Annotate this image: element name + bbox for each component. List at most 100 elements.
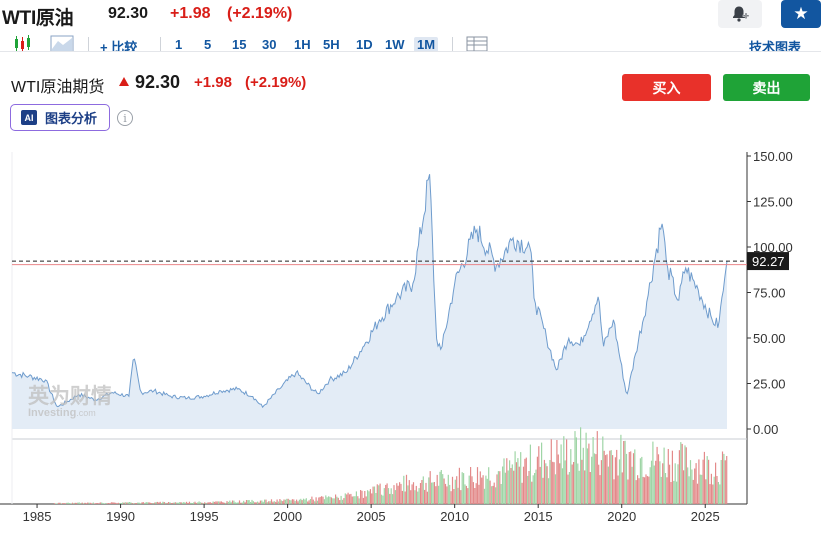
y-tick-label: 75.00	[753, 286, 786, 301]
volume-bar	[677, 464, 679, 504]
interval-1d[interactable]: 1D	[356, 37, 373, 52]
toolbar-divider	[88, 37, 89, 51]
watermark-en-suffix: .com	[76, 408, 96, 418]
interval-30[interactable]: 30	[262, 37, 277, 52]
volume-bar	[439, 471, 441, 504]
volume-bar	[250, 502, 252, 504]
volume-bar	[527, 475, 529, 504]
volume-bar	[103, 503, 106, 504]
volume-bar	[236, 502, 238, 504]
info-icon[interactable]: i	[117, 110, 133, 126]
ai-chart-analysis-button[interactable]: AI 图表分析	[10, 104, 110, 131]
volume-bar	[625, 453, 628, 504]
volume-bar	[191, 503, 193, 504]
volume-bar	[630, 451, 632, 504]
volume-bar	[63, 503, 65, 504]
volume-bar	[564, 460, 566, 504]
volume-bar	[286, 498, 288, 504]
interval-5h[interactable]: 5H	[323, 37, 340, 52]
volume-bar	[325, 495, 327, 504]
volume-bar	[545, 463, 547, 504]
volume-bar	[361, 490, 363, 504]
volume-bar	[589, 472, 591, 504]
volume-bar	[536, 456, 538, 504]
volume-bar	[56, 503, 58, 504]
volume-bar	[695, 463, 697, 504]
header-change-pct: (+2.19%)	[227, 5, 293, 22]
volume-bar	[680, 442, 682, 504]
volume-bar	[644, 477, 646, 504]
volume-bar	[507, 470, 509, 504]
add-alert-button[interactable]	[718, 0, 762, 28]
volume-bar	[638, 478, 640, 504]
interval-1[interactable]: 1	[175, 37, 183, 52]
volume-bar	[620, 434, 622, 504]
interval-1m[interactable]: 1M	[414, 37, 439, 51]
volume-bar	[577, 463, 579, 504]
volume-bar	[596, 431, 598, 504]
volume-bar	[124, 502, 126, 504]
volume-bar	[442, 474, 444, 504]
volume-bar	[673, 480, 675, 504]
volume-bar	[710, 473, 712, 504]
volume-bar	[669, 464, 671, 504]
volume-bar	[547, 478, 550, 504]
candlestick-icon[interactable]	[12, 35, 32, 52]
volume-bar	[556, 440, 558, 504]
volume-bar	[283, 499, 285, 504]
volume-bar	[140, 503, 142, 504]
interval-1h[interactable]: 1H	[294, 37, 311, 52]
instrument-name: WTI原油期货	[11, 79, 105, 96]
volume-bar	[515, 462, 518, 504]
volume-bar	[525, 457, 527, 504]
volume-bar	[321, 496, 323, 504]
volume-bar	[568, 472, 570, 504]
volume-bar	[463, 473, 465, 504]
volume-bar	[181, 502, 183, 504]
interval-5[interactable]: 5	[204, 37, 212, 52]
volume-bar	[137, 502, 139, 504]
tech-chart-link[interactable]: 技术图表	[749, 40, 802, 52]
volume-bar	[350, 493, 352, 504]
volume-bar	[368, 491, 370, 504]
volume-bar	[674, 463, 676, 504]
volume-bar	[180, 502, 182, 504]
x-tick-label: 2000	[273, 509, 302, 524]
area-chart-icon[interactable]	[50, 35, 74, 52]
compare-button[interactable]: + 比较	[100, 40, 138, 52]
volume-bar	[240, 502, 242, 504]
volume-bar	[270, 499, 273, 504]
volume-bar	[422, 476, 424, 504]
volume-bar	[475, 483, 477, 504]
volume-bar	[683, 470, 685, 504]
buy-button[interactable]: 买入	[622, 74, 711, 101]
price-chart[interactable]: 150.00 125.00 100.00 75.00 50.00 25.00 0.00 19…	[0, 146, 821, 547]
volume-bar	[652, 441, 654, 504]
volume-bar	[713, 476, 715, 504]
volume-bar	[375, 493, 377, 504]
volume-bar	[428, 477, 430, 504]
volume-bar	[378, 485, 380, 504]
volume-bar	[166, 503, 168, 504]
watchlist-button[interactable]: ★	[781, 0, 821, 28]
volume-bar	[305, 498, 307, 504]
volume-bar	[159, 501, 161, 504]
data-table-icon[interactable]	[466, 36, 488, 52]
volume-bar	[425, 482, 427, 504]
volume-bar	[59, 502, 61, 504]
volume-bar	[671, 450, 673, 504]
volume-bar	[208, 502, 210, 504]
volume-bar	[365, 496, 367, 504]
volume-bar	[312, 499, 314, 504]
volume-bar	[241, 502, 243, 504]
sell-button[interactable]: 卖出	[723, 74, 810, 101]
volume-bar	[522, 466, 525, 504]
header-title: WTI原油	[2, 8, 74, 29]
volume-bar	[385, 484, 387, 504]
volume-bar	[655, 460, 657, 504]
volume-bar	[213, 501, 215, 504]
volume-bar	[595, 454, 597, 504]
interval-1w[interactable]: 1W	[385, 37, 405, 52]
volume-bar	[195, 502, 197, 504]
interval-15[interactable]: 15	[232, 37, 247, 52]
